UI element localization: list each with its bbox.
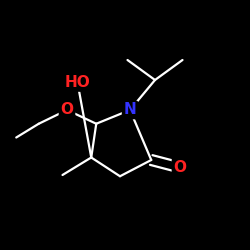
Text: HO: HO	[64, 75, 90, 90]
Text: O: O	[174, 160, 186, 175]
Text: O: O	[60, 102, 74, 118]
Text: N: N	[124, 102, 136, 118]
